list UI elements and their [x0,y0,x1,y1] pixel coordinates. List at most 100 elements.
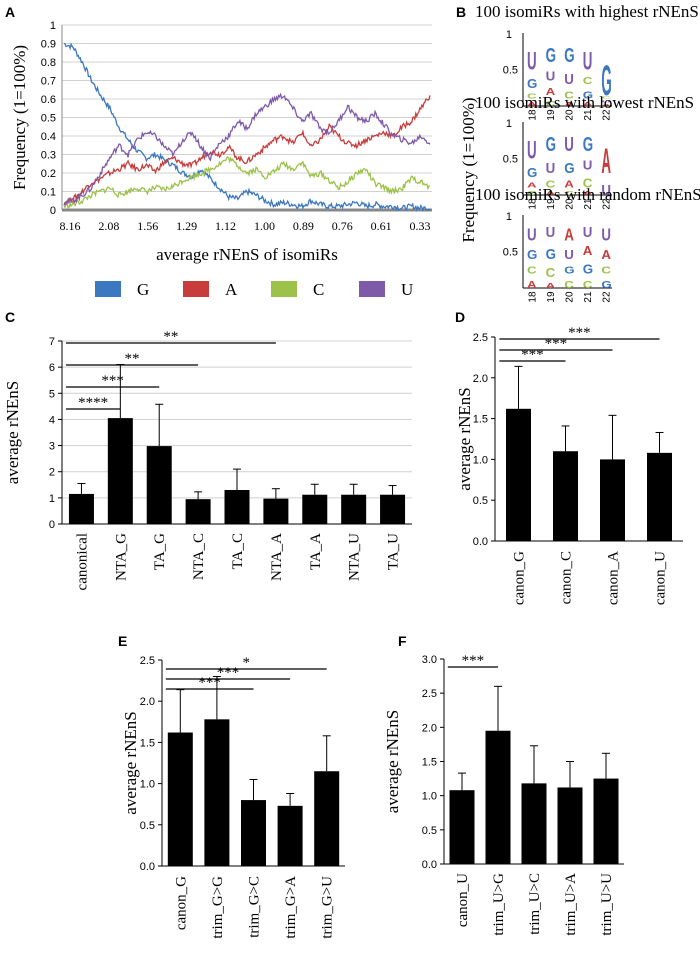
logo-y-axis-title: Frequency (1=100%) [459,97,478,242]
y-tick-label: 0.5 [41,113,56,125]
bar [600,459,625,541]
legend-swatch-C [271,281,297,297]
panel-label-f: F [398,633,407,649]
panel-a: A 0 0.1 0.2 0.3 0.4 0.5 0.6 0.7 0.8 0.9 1 8.16 2.08 1.… [5,4,432,299]
category-label: trim_U>A [563,873,579,936]
logo-title: 100 isomiRs with random rNEnS [475,185,700,204]
logo-position-label: 19 [546,109,557,121]
logo-letter-U: U [546,69,556,84]
y-tick-label: 0.6 [41,94,56,106]
logo-letter-A: A [546,282,556,290]
logo-position-label: 22 [602,109,613,121]
y-tick-label: 2.0 [140,696,155,708]
x-tick-label: 0.61 [371,219,392,233]
bar [553,451,578,541]
category-label: trim_G>A [283,876,299,939]
bar [241,800,266,866]
logo-letter-U: U [546,160,556,177]
y-tick-label: 2.5 [473,332,488,344]
x-tick-label: 8.16 [60,219,81,233]
logo-letter-A: A [527,181,537,189]
y-tick-label: 0.4 [41,131,56,143]
y-tick-label: 3.0 [422,654,437,666]
bar [263,498,289,524]
category-label: NTA_A [269,533,285,581]
bar [647,452,672,541]
logo-letter-C: C [564,280,574,291]
significance-label: ** [125,351,140,367]
category-label: canon_G [512,551,528,605]
y-axis-title: Frequency (1=100%) [10,45,29,190]
category-label: trim_G>C [247,876,263,938]
significance-label: ** [163,329,178,345]
bar [204,719,230,866]
y-tick-label: 1 [50,20,56,32]
y-axis-title: average rNEnS [3,381,22,484]
y-tick-label: 1.5 [140,737,155,749]
logo-letter-U: U [601,100,611,103]
significance-label: **** [78,395,108,411]
logo-position-label: 21 [583,109,594,121]
legend-label: G [137,280,149,299]
y-tick-label: 1.0 [422,791,437,803]
y-tick-label: 1.0 [140,779,155,791]
bar [277,805,303,866]
logo-position-label: 20 [565,291,576,303]
logo-y-tick: 1 [506,211,512,223]
logo-letter-C: C [583,76,593,87]
panel-e: E 0.0 0.5 1.0 1.5 2.0 2.5 average rNEnS canon_G t… [118,633,345,939]
logo-letter-U: U [564,71,574,88]
logo-position-label: 21 [583,291,594,303]
logo-letter-A: A [546,87,556,98]
y-tick-label: 4 [49,414,55,426]
series-line-G [64,42,431,212]
panel-label-d: D [455,309,465,325]
y-tick-label: 1.0 [473,454,488,466]
logo-letter-A: A [601,247,611,262]
category-label: TA_A [308,533,324,570]
logo-letter-U: U [601,182,611,199]
bar [521,783,547,864]
logo-position-label: 18 [527,291,538,303]
category-label: canonical [74,533,90,590]
category-label: canon_C [559,551,575,604]
category-label: trim_G>U [320,876,336,939]
logo-letter-A: A [527,102,537,107]
category-label: TA_G [152,533,168,570]
bar [68,493,94,524]
bar [146,446,172,524]
logo-position-label: 18 [527,198,538,210]
logo-title: 100 isomiRs with highest rNEnS [475,2,699,21]
significance-label: *** [217,665,240,681]
logo-letter-A: A [601,141,611,181]
legend-label: A [225,280,238,299]
logo-letter-G: G [583,134,593,156]
bar [314,771,340,866]
x-tick-label: 1.12 [215,219,236,233]
logo-letter-G: G [583,90,593,101]
y-tick-label: 1.5 [473,414,488,426]
logo-letter-G: G [601,56,611,105]
logo-position-label: 19 [546,291,557,303]
logo-letter-A: A [583,102,593,107]
logo-letter-C: C [527,92,537,100]
significance-label: *** [545,336,568,352]
category-label: canon_U [455,873,471,927]
bar [485,730,511,864]
logo-letter-U: U [583,48,593,75]
legend-swatch-A [183,281,209,297]
logo-letter-U: U [527,226,537,245]
bar [506,408,531,541]
logo-letter-U: U [583,158,593,173]
panel-f: F 0.0 0.5 1.0 1.5 2.0 2.5 3.0 average rNEnS canon… [383,633,624,936]
x-tick-label: 0.33 [410,219,431,233]
logo-letter-A: A [583,191,593,196]
category-label: trim_U>U [599,873,615,936]
logo-letter-A: A [564,102,574,107]
panel-label-c: C [5,309,15,325]
x-tick-label: 0.76 [332,219,353,233]
logo-letter-A: A [583,243,593,258]
panel-label-b: B [456,4,466,20]
logo-letter-U: U [564,134,574,156]
